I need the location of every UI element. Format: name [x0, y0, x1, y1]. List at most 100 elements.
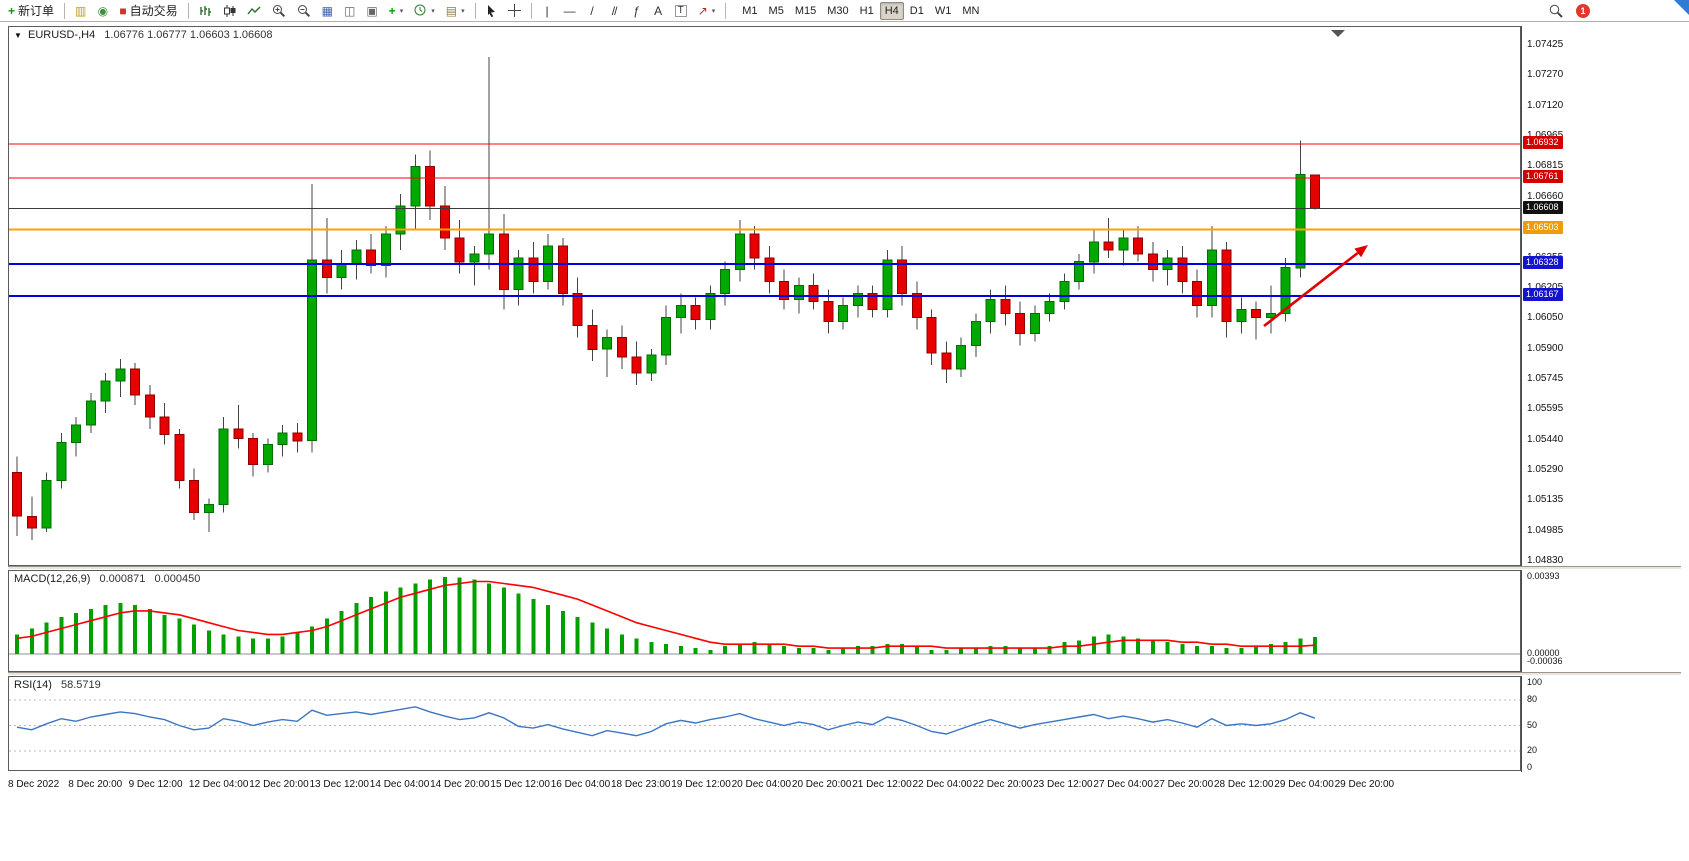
timeframe-button-m1[interactable]: M1	[742, 4, 758, 17]
profiles-button[interactable]: ▥	[70, 1, 91, 20]
candle-body	[26, 515, 37, 529]
macd-scale-label: -0.00036	[1527, 656, 1563, 666]
price-scale[interactable]: 1.07425 1.07270 1.07120 1.06965 1.06815 1.066…	[1521, 26, 1689, 772]
channel-icon: //	[611, 3, 618, 18]
pane-splitter[interactable]	[8, 672, 1681, 676]
arrow-annotation-head[interactable]	[1354, 245, 1368, 258]
cursor-button[interactable]	[481, 1, 502, 20]
candle-body	[528, 257, 539, 283]
time-scale-label: 20 Dec 04:00	[731, 779, 792, 790]
cursor-icon	[487, 5, 495, 17]
pane-splitter[interactable]	[8, 566, 1681, 570]
candle-body	[1118, 237, 1129, 251]
macd-histogram-bar	[885, 644, 890, 654]
new-order-button[interactable]: + 新订单	[3, 1, 59, 20]
macd-histogram-bar	[1106, 634, 1111, 654]
autotrading-button[interactable]: ■ 自动交易	[114, 1, 182, 20]
time-scale[interactable]: 8 Dec 2022 8 Dec 20:00 9 Dec 12:00 12 Dec 0…	[8, 772, 1521, 792]
macd-chart-canvas[interactable]	[9, 571, 1520, 671]
line-chart-button[interactable]	[242, 1, 266, 20]
price-chart-pane[interactable]: ▼ EURUSD-,H4 1.06776 1.06777 1.06603 1.0…	[8, 26, 1521, 566]
candle-body	[189, 480, 199, 513]
candle-body	[1044, 301, 1055, 314]
macd-histogram-bar	[44, 622, 49, 654]
time-scale-label: 20 Dec 20:00	[791, 779, 852, 790]
timeframe-button-d1[interactable]: D1	[909, 4, 924, 17]
macd-histogram-bar	[1165, 642, 1170, 654]
macd-histogram-bar	[1224, 648, 1229, 654]
macd-histogram-bar	[944, 650, 949, 654]
macd-histogram-bar	[664, 644, 668, 654]
timeframe-button-mn[interactable]: MN	[962, 4, 980, 17]
macd-histogram-bar	[133, 605, 137, 654]
macd-histogram-bar	[1121, 636, 1126, 654]
channel-button[interactable]: //	[604, 1, 625, 20]
cascade-windows-icon: ▣	[366, 3, 378, 18]
macd-histogram-bar	[1062, 642, 1067, 654]
horizontal-line-button[interactable]: —	[559, 1, 581, 20]
rsi-indicator-pane[interactable]: RSI(14) 58.5719	[8, 676, 1521, 771]
candle-body	[734, 233, 745, 271]
candle-body	[159, 416, 170, 436]
time-scale-label: 13 Dec 12:00	[309, 779, 370, 790]
zoom-out-button[interactable]	[292, 1, 316, 20]
candle-body	[1236, 309, 1247, 322]
candle-body	[1310, 174, 1320, 209]
zoom-out-icon	[297, 5, 310, 17]
macd-histogram-bar	[74, 612, 78, 654]
options-button[interactable]: ◉	[92, 1, 113, 20]
trendline-button[interactable]: /	[582, 1, 603, 20]
candlestick-chart-button[interactable]	[218, 1, 241, 20]
zoom-in-button[interactable]	[267, 1, 291, 20]
macd-histogram-bar	[295, 632, 300, 654]
macd-name: MACD(12,26,9)	[14, 573, 91, 585]
macd-histogram-bar	[826, 650, 831, 654]
arrow-annotation-shaft[interactable]	[1263, 251, 1359, 328]
candle-body	[203, 503, 214, 513]
price-badge: 1.06608	[1523, 200, 1563, 214]
timeframe-button-h1[interactable]: H1	[859, 4, 874, 17]
candle-body	[1265, 312, 1276, 318]
macd-indicator-pane[interactable]: MACD(12,26,9) 0.000871 0.000450	[8, 570, 1521, 672]
templates-button[interactable]: ▤ ▾	[441, 1, 470, 20]
periods-button[interactable]: ▾	[409, 1, 440, 20]
crosshair-button[interactable]	[503, 1, 526, 20]
vertical-line-button[interactable]: |	[537, 1, 558, 20]
macd-histogram-bar	[1091, 636, 1096, 654]
candle-body	[100, 380, 111, 402]
candle-body	[395, 205, 406, 235]
chart-shift-marker[interactable]	[1331, 30, 1345, 37]
timeframe-button-m15[interactable]: M15	[794, 4, 817, 17]
text-label-icon: T	[674, 4, 687, 17]
price-scale-label: 1.06660	[1527, 190, 1564, 202]
candle-body	[321, 259, 332, 279]
candlestick-chart-canvas[interactable]	[9, 27, 1520, 565]
candle-body	[572, 293, 583, 326]
timeframe-button-h4[interactable]: H4	[879, 1, 904, 20]
candle-body	[498, 233, 509, 291]
search-button[interactable]	[1544, 1, 1568, 20]
timeframe-button-m30[interactable]: M30	[827, 4, 849, 17]
macd-histogram-bar	[280, 636, 285, 654]
candle-body	[218, 428, 229, 505]
arrange-windows-icon: ◫	[343, 3, 356, 18]
macd-histogram-bar	[752, 642, 757, 654]
cascade-windows-button[interactable]: ▣	[361, 1, 382, 20]
arrange-windows-button[interactable]: ◫	[339, 1, 360, 20]
arrows-button[interactable]: ↗ ▾	[693, 1, 721, 20]
notification-badge[interactable]: 1	[1576, 3, 1590, 18]
timeframe-button-w1[interactable]: W1	[934, 4, 952, 17]
add-indicator-button[interactable]: + ▾	[384, 1, 409, 20]
chart-collapse-icon[interactable]: ▼	[14, 31, 22, 40]
macd-histogram-bar	[634, 638, 639, 654]
rsi-chart-canvas[interactable]	[9, 677, 1520, 770]
text-button[interactable]: A	[648, 1, 669, 20]
tile-windows-button[interactable]: ▦	[317, 1, 338, 20]
time-scale-label: 29 Dec 04:00	[1274, 779, 1334, 790]
macd-histogram-bar	[251, 638, 255, 654]
text-label-button[interactable]: T	[670, 1, 692, 20]
fibonacci-button[interactable]: ƒ	[626, 1, 647, 20]
bar-chart-button[interactable]	[194, 1, 217, 20]
timeframe-button-m5[interactable]: M5	[768, 4, 784, 17]
macd-histogram-bar	[162, 614, 167, 654]
